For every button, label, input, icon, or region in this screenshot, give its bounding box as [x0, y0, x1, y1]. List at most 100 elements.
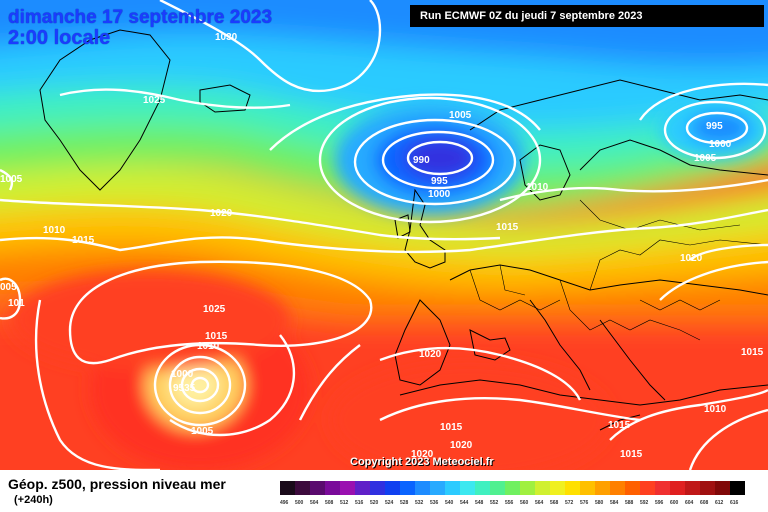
- isobar-labels: 1030 1025 1005 1010 1015 1020 1005 990 9…: [0, 32, 764, 460]
- scale-label: 616: [730, 500, 739, 506]
- isobar-label: 1010: [197, 341, 220, 352]
- scale-swatch: [595, 481, 610, 495]
- isobar-label: 005: [0, 282, 17, 293]
- scale-label: 580: [595, 500, 604, 506]
- scale-label: 512: [340, 500, 349, 506]
- forecast-time: 2:00 locale: [8, 27, 111, 49]
- isobar-label: 1025: [143, 95, 166, 106]
- weather-map: 1030 1025 1005 1010 1015 1020 1005 990 9…: [0, 0, 768, 470]
- isobar-label: 1015: [741, 347, 764, 358]
- isobar-label: 1015: [608, 420, 631, 431]
- scale-swatch: [505, 481, 520, 495]
- scale-swatch: [445, 481, 460, 495]
- scale-label: 600: [670, 500, 679, 506]
- forecast-datetime: dimanche 17 septembre 2023 2:00 locale: [8, 7, 273, 49]
- isobar-label: 1015: [440, 422, 463, 433]
- scale-label: 576: [580, 500, 589, 506]
- scale-label: 560: [520, 500, 529, 506]
- isobar-label: 1015: [205, 331, 228, 342]
- scale-label: 532: [415, 500, 424, 506]
- isobar-label: 1020: [680, 253, 703, 264]
- scale-swatch: [670, 481, 685, 495]
- scale-swatch: [355, 481, 370, 495]
- isobar-label: 995: [431, 176, 448, 187]
- high-pressure-core: [10, 270, 610, 470]
- scale-swatch: [430, 481, 445, 495]
- scale-label: 568: [550, 500, 559, 506]
- scale-label: 588: [625, 500, 634, 506]
- scale-swatch: [370, 481, 385, 495]
- scale-swatch: [655, 481, 670, 495]
- scale-swatch: [340, 481, 355, 495]
- isobar-label: 1020: [450, 440, 473, 451]
- scale-swatch: [310, 481, 325, 495]
- scale-label: 508: [325, 500, 334, 506]
- scale-label: 528: [400, 500, 409, 506]
- scale-swatch: [625, 481, 640, 495]
- scale-label: 584: [610, 500, 619, 506]
- borders: [469, 199, 768, 341]
- isobar-label: 101: [8, 298, 25, 309]
- scale-label: 592: [640, 500, 649, 506]
- scale-label: 536: [430, 500, 439, 506]
- isobar-label: 1005: [0, 174, 23, 185]
- scale-label: 520: [370, 500, 379, 506]
- scale-swatch: [640, 481, 655, 495]
- scale-swatch: [415, 481, 430, 495]
- scale-label: 552: [490, 500, 499, 506]
- scale-label: 496: [280, 500, 289, 506]
- scale-label: 516: [355, 500, 364, 506]
- isobars: [0, 0, 768, 470]
- scale-swatch: [685, 481, 700, 495]
- scale-swatch: [700, 481, 715, 495]
- isobar-label: 1025: [203, 304, 226, 315]
- scale-swatch: [475, 481, 490, 495]
- isobar-label: 1010: [43, 225, 66, 236]
- color-scale-labels: 496 500 504 508 512 516 520 524 528 532 536 540 544 5…: [280, 500, 745, 506]
- scale-label: 556: [505, 500, 514, 506]
- scale-label: 524: [385, 500, 394, 506]
- legend-title: Géop. z500, pression niveau mer: [8, 476, 226, 492]
- scale-label: 500: [295, 500, 304, 506]
- scale-label: 604: [685, 500, 694, 506]
- scale-swatch: [535, 481, 550, 495]
- isobar-label: 1005: [694, 153, 717, 164]
- isobar-label: 1020: [419, 349, 442, 360]
- scale-label: 540: [445, 500, 454, 506]
- isobar-label: 1015: [72, 235, 95, 246]
- isobar-label: 1020: [411, 449, 434, 460]
- scale-swatch: [580, 481, 595, 495]
- isobar-label: 1015: [496, 222, 519, 233]
- scale-label: 548: [475, 500, 484, 506]
- isobar-label: 1020: [210, 208, 233, 219]
- scale-swatch: [460, 481, 475, 495]
- low-pressure-core: [335, 100, 768, 215]
- scale-swatch: [295, 481, 310, 495]
- isobar-label: 1000: [428, 189, 451, 200]
- isobar-label: 1000: [709, 139, 732, 150]
- scale-label: 564: [535, 500, 544, 506]
- isobar-label: 995: [706, 121, 723, 132]
- isobar-label: 1005: [191, 426, 214, 437]
- scale-swatch: [280, 481, 295, 495]
- color-scale: [280, 481, 745, 495]
- map-canvas: 1030 1025 1005 1010 1015 1020 1005 990 9…: [0, 0, 768, 470]
- legend-footer: Géop. z500, pression niveau mer (+240h) …: [0, 470, 768, 512]
- scale-label: 544: [460, 500, 469, 506]
- isobar-label: 1010: [526, 182, 549, 193]
- scale-swatch: [520, 481, 535, 495]
- forecast-date: dimanche 17 septembre 2023: [8, 7, 273, 28]
- isobar-label: 1010: [704, 404, 727, 415]
- isobar-label: 1015: [620, 449, 643, 460]
- isobar-label: 1005: [449, 110, 472, 121]
- scale-swatch: [385, 481, 400, 495]
- scale-swatch: [490, 481, 505, 495]
- scale-label: 612: [715, 500, 724, 506]
- scale-swatch: [325, 481, 340, 495]
- scale-swatch: [400, 481, 415, 495]
- copyright-text: Copyright 2023 Meteociel.fr: [350, 456, 494, 468]
- scale-swatch: [610, 481, 625, 495]
- scale-label: 572: [565, 500, 574, 506]
- isobar-label: 9535: [173, 383, 196, 394]
- scale-swatch: [550, 481, 565, 495]
